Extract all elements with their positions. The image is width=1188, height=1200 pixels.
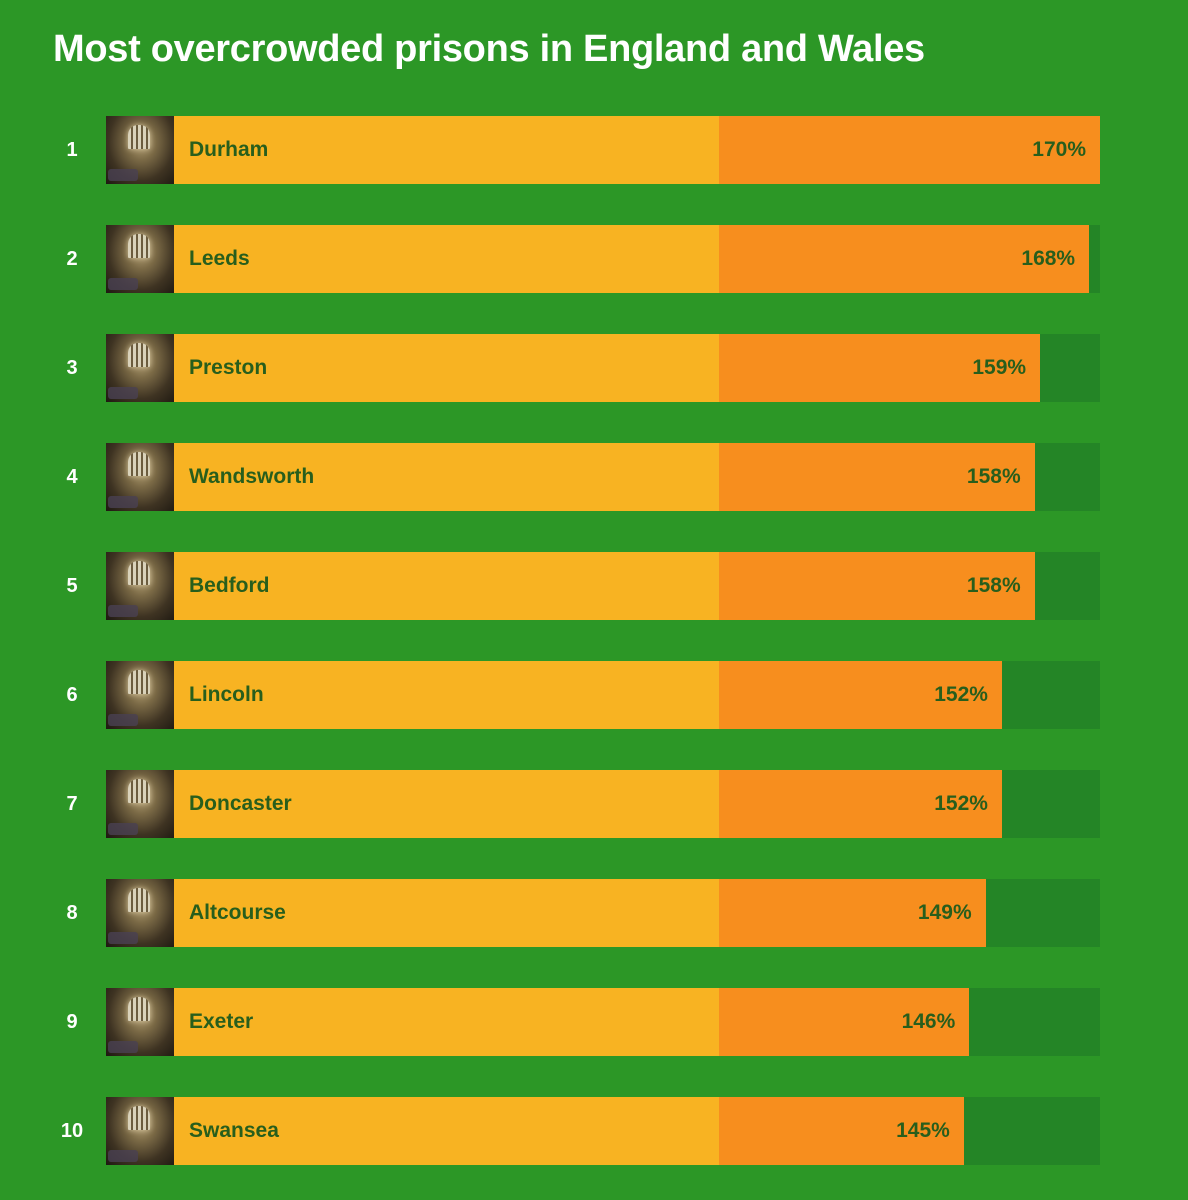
prison-cell-photo-icon: [106, 988, 174, 1056]
rank-label: 10: [60, 1120, 84, 1142]
rank-label: 9: [66, 1011, 78, 1033]
bar-capacity-segment: [174, 1097, 719, 1165]
data-label: 159%: [972, 356, 1027, 379]
bar-capacity-segment: [174, 552, 719, 620]
prison-cell-photo-icon: [106, 1097, 174, 1165]
category-label: Exeter: [189, 1010, 254, 1033]
category-label: Leeds: [189, 247, 250, 270]
data-label: 168%: [1021, 247, 1076, 270]
data-label: 145%: [896, 1119, 950, 1142]
cell-window-icon: [128, 997, 150, 1021]
cell-bed-icon: [108, 932, 138, 944]
bar-row: 3 Preston 159%: [0, 334, 1188, 402]
bar-overcrowded-segment: [718, 1097, 964, 1165]
bar-overcrowded-segment: [718, 334, 1041, 402]
bar-capacity-segment: [174, 988, 719, 1056]
bar-capacity-segment: [174, 443, 719, 511]
bar-overcrowded-segment: [718, 988, 970, 1056]
bar-capacity-segment: [174, 879, 719, 947]
cell-window-icon: [128, 1106, 150, 1130]
bar-row: 5 Bedford 158%: [0, 552, 1188, 620]
prison-cell-photo-icon: [106, 879, 174, 947]
rank-label: 6: [66, 684, 78, 706]
cell-window-icon: [128, 452, 150, 476]
category-label: Bedford: [189, 574, 270, 597]
bar-capacity-segment: [174, 770, 719, 838]
data-label: 146%: [901, 1010, 956, 1033]
cell-window-icon: [128, 125, 150, 149]
bar-overcrowded-segment: [718, 552, 1035, 620]
bar-overcrowded-segment: [718, 661, 1002, 729]
category-label: Wandsworth: [189, 465, 315, 488]
prison-cell-photo-icon: [106, 443, 174, 511]
prison-cell-photo-icon: [106, 661, 174, 729]
bar-row: 6 Lincoln 152%: [0, 661, 1188, 729]
cell-bed-icon: [108, 387, 138, 399]
bar-overcrowded-segment: [718, 443, 1035, 511]
prison-cell-photo-icon: [106, 334, 174, 402]
bar-row: 9 Exeter 146%: [0, 988, 1188, 1056]
prison-cell-photo-icon: [106, 225, 174, 293]
cell-window-icon: [128, 561, 150, 585]
bar-overcrowded-segment: [718, 879, 986, 947]
rank-label: 5: [66, 575, 78, 597]
bar-row: 7 Doncaster 152%: [0, 770, 1188, 838]
prison-cell-photo-icon: [106, 116, 174, 184]
data-label: 170%: [1032, 138, 1086, 161]
category-label: Altcourse: [189, 901, 286, 924]
bar-overcrowded-segment: [718, 225, 1090, 293]
cell-window-icon: [128, 670, 150, 694]
bar-row: 8 Altcourse 149%: [0, 879, 1188, 947]
category-label: Swansea: [189, 1119, 279, 1142]
cell-bed-icon: [108, 1150, 138, 1162]
cell-window-icon: [128, 779, 150, 803]
cell-window-icon: [128, 234, 150, 258]
prison-cell-photo-icon: [106, 770, 174, 838]
rank-label: 7: [66, 793, 78, 815]
prison-cell-photo-icon: [106, 552, 174, 620]
data-label: 152%: [934, 683, 988, 706]
rank-label: 2: [66, 248, 78, 270]
bar-capacity-segment: [174, 225, 719, 293]
cell-window-icon: [128, 888, 150, 912]
bar-capacity-segment: [174, 334, 719, 402]
category-label: Preston: [189, 356, 268, 379]
rank-label: 4: [66, 466, 78, 488]
data-label: 158%: [966, 465, 1021, 488]
bar-row: 4 Wandsworth 158%: [0, 443, 1188, 511]
bar-row: 1 Durham 170%: [0, 116, 1188, 184]
data-label: 158%: [966, 574, 1021, 597]
rank-label: 1: [66, 139, 78, 161]
cell-bed-icon: [108, 714, 138, 726]
category-label: Durham: [189, 138, 269, 161]
bar-capacity-segment: [174, 661, 719, 729]
bar-overcrowded-segment: [718, 116, 1100, 184]
bar-row: 2 Leeds 168%: [0, 225, 1188, 293]
rank-label: 8: [66, 902, 78, 924]
cell-bed-icon: [108, 278, 138, 290]
cell-bed-icon: [108, 823, 138, 835]
bar-capacity-segment: [174, 116, 719, 184]
category-label: Lincoln: [189, 683, 264, 706]
bar-row: 10 Swansea 145%: [0, 1097, 1188, 1165]
data-label: 149%: [917, 901, 972, 924]
cell-bed-icon: [108, 1041, 138, 1053]
data-label: 152%: [934, 792, 988, 815]
cell-window-icon: [128, 343, 150, 367]
cell-bed-icon: [108, 496, 138, 508]
cell-bed-icon: [108, 169, 138, 181]
category-label: Doncaster: [189, 792, 292, 815]
chart-title: Most overcrowded prisons in England and …: [53, 28, 925, 70]
bar-overcrowded-segment: [718, 770, 1002, 838]
rank-label: 3: [66, 357, 78, 379]
cell-bed-icon: [108, 605, 138, 617]
